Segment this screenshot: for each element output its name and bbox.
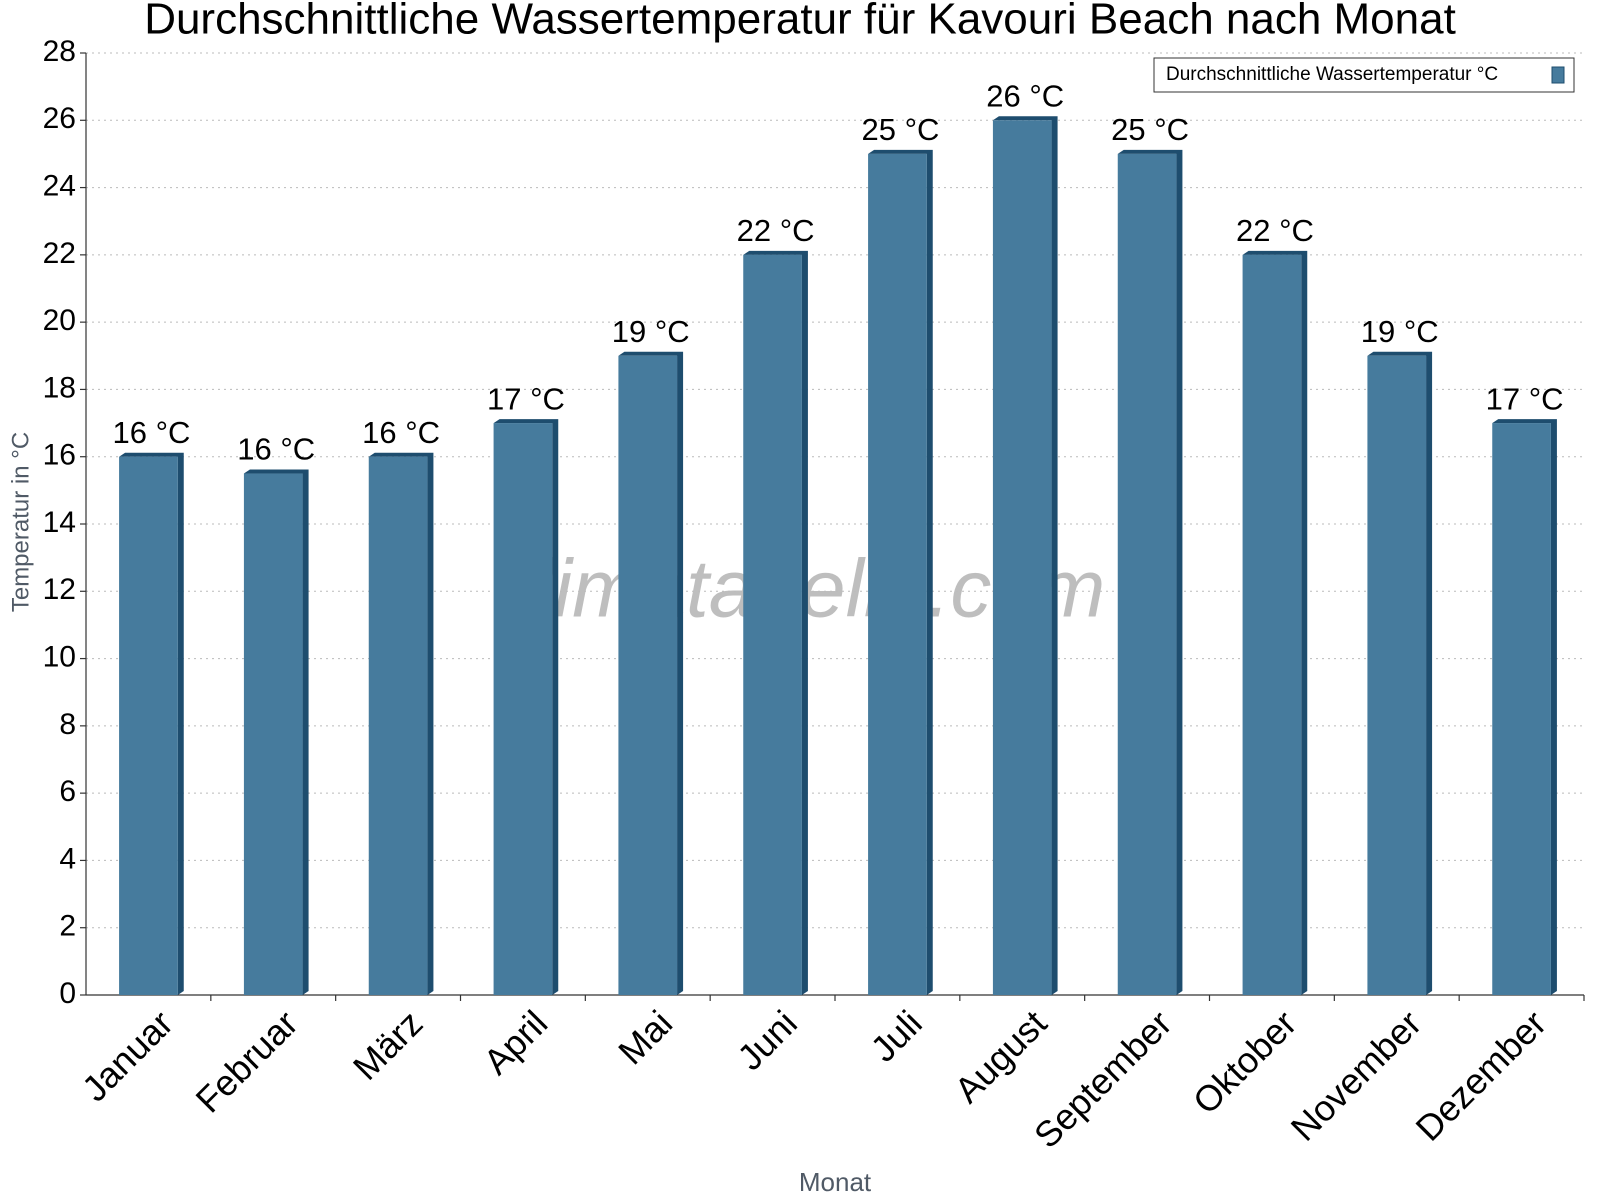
y-tick-label: 22 [43,237,76,270]
y-tick-label: 28 [43,35,76,68]
y-tick-label: 10 [43,640,76,673]
value-label: 22 °C [1236,213,1314,248]
bar [1242,254,1302,995]
y-tick-label: 4 [59,842,76,875]
bar [1367,355,1427,995]
y-tick-label: 6 [59,775,76,808]
y-tick-label: 12 [43,573,76,606]
x-tick-label: Mai [610,1002,680,1072]
value-label: 17 °C [1486,381,1564,416]
x-tick-label: November [1283,1002,1429,1148]
x-tick-label: September [1026,1002,1180,1156]
bar [119,456,178,995]
x-tick-label: Dezember [1408,1002,1554,1148]
value-label: 17 °C [487,381,565,416]
legend-label: Durchschnittliche Wassertemperatur °C [1166,64,1498,85]
bar [368,456,428,995]
legend-swatch [1551,66,1565,84]
x-tick-label: April [475,1002,555,1082]
x-tick-label: Januar [74,1002,181,1109]
y-tick-label: 8 [59,708,76,741]
y-tick-label: 18 [43,371,76,404]
y-tick-label: 0 [59,977,76,1010]
x-tick-label: Juli [863,1002,930,1069]
y-tick-label: 14 [43,506,76,539]
chart-title: Durchschnittliche Wassertemperatur für K… [144,0,1456,44]
x-axis-label: Monat [799,1167,872,1197]
value-label: 16 °C [362,415,440,450]
bar [1117,153,1177,995]
x-tick-label: August [946,1002,1054,1110]
x-tick-label: Oktober [1185,1002,1305,1122]
value-label: 25 °C [861,112,939,147]
bar [992,120,1052,996]
y-tick-label: 16 [43,439,76,472]
bar [243,473,303,995]
bar [618,355,678,995]
bar [493,423,553,996]
legend-box [1153,57,1575,93]
bar [743,254,802,995]
bar [868,153,927,995]
y-tick-label: 24 [43,169,76,202]
y-axis-label: Temperatur in °C [7,432,34,612]
x-tick-label: Juni [729,1002,805,1078]
value-label: 16 °C [237,432,315,467]
value-label: 19 °C [612,314,690,349]
value-label: 26 °C [986,78,1064,113]
value-label: 25 °C [1111,112,1189,147]
x-tick-label: März [345,1002,431,1088]
y-tick-label: 2 [59,910,76,943]
y-tick-label: 20 [43,304,76,337]
y-tick-label: 26 [43,102,76,135]
value-label: 19 °C [1361,314,1439,349]
x-tick-label: Februar [188,1002,306,1120]
value-label: 22 °C [737,213,815,248]
bar [1492,423,1551,996]
value-label: 16 °C [112,415,190,450]
